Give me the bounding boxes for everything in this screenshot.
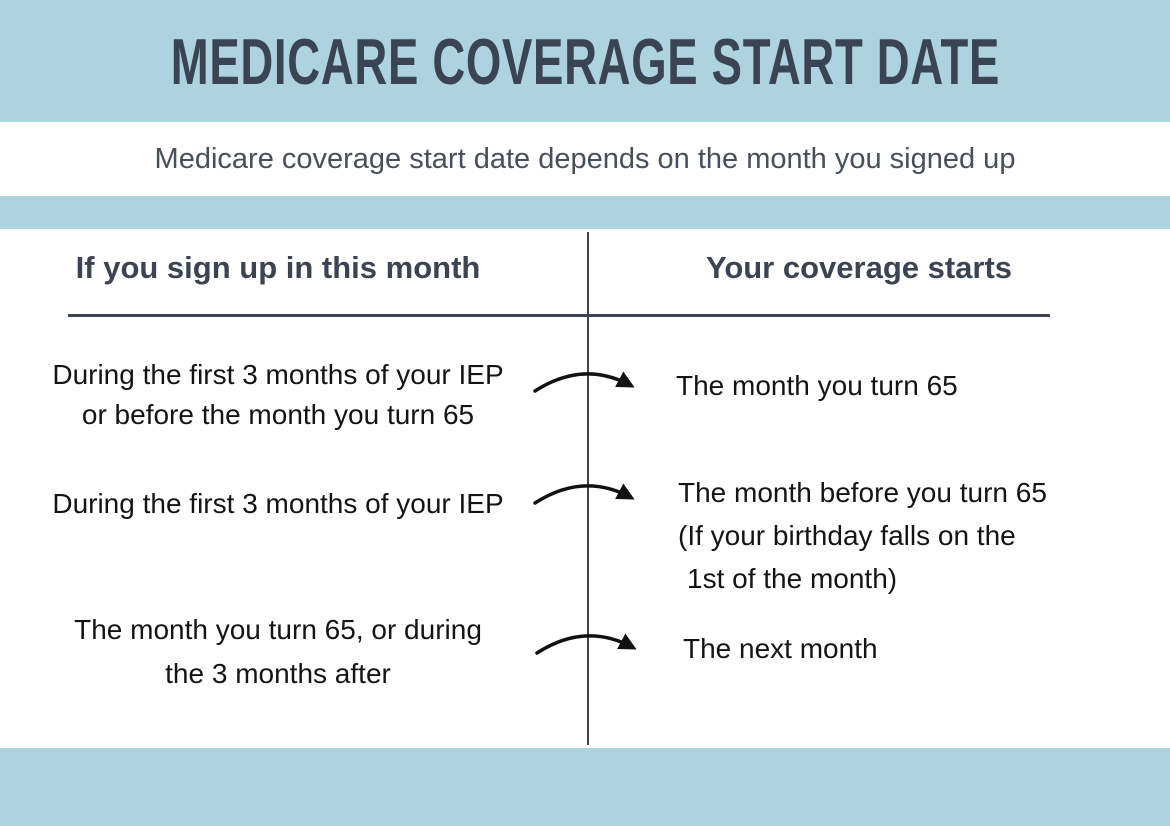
header-underline	[68, 314, 1050, 317]
row-2-coverage-line-3: 1st of the month)	[687, 563, 898, 594]
row-2-coverage-line-2: (If your birthday falls on the	[678, 520, 1016, 551]
page-subtitle: Medicare coverage start date depends on …	[154, 142, 1016, 175]
row-1-coverage-cell: The month you turn 65	[676, 371, 958, 401]
row-1-signup-cell: During the first 3 months of your IEP or…	[13, 355, 543, 435]
row-3-signup-cell: The month you turn 65, or during the 3 m…	[13, 608, 543, 696]
row-3-signup-line-1: The month you turn 65, or during	[74, 614, 482, 645]
row-1-signup-line-1: During the first 3 months of your IEP	[52, 359, 504, 390]
row-1-signup-line-2: or before the month you turn 65	[81, 399, 475, 430]
curved-arrow-icon	[533, 483, 635, 505]
title-banner: MEDICARE COVERAGE START DATE	[0, 0, 1170, 122]
divider-strip	[0, 196, 1170, 229]
page-title: MEDICARE COVERAGE START DATE	[170, 24, 1000, 98]
row-3-coverage-cell: The next month	[683, 634, 878, 664]
row-2-signup-cell: During the first 3 months of your IEP	[13, 484, 543, 524]
curved-arrow-icon	[535, 633, 637, 655]
row-3-coverage-line-1: The next month	[683, 633, 878, 664]
curved-arrow-icon	[533, 371, 635, 393]
coverage-column-header: Your coverage starts	[705, 250, 1013, 285]
row-1-coverage-line-1: The month you turn 65	[676, 370, 958, 401]
subtitle-band: Medicare coverage start date depends on …	[0, 122, 1170, 196]
signup-column-header: If you sign up in this month	[75, 250, 481, 285]
row-2-coverage-cell: The month before you turn 65 (If your bi…	[678, 471, 1047, 600]
row-2-signup-line-1: During the first 3 months of your IEP	[52, 488, 504, 519]
column-divider-line	[587, 232, 589, 745]
row-2-coverage-line-1: The month before you turn 65	[678, 477, 1047, 508]
footer-band	[0, 748, 1170, 826]
row-3-signup-line-2: the 3 months after	[165, 658, 391, 689]
